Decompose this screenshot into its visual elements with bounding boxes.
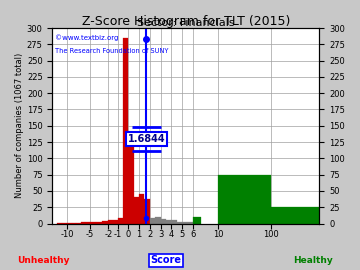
Bar xyxy=(57,223,62,224)
Bar xyxy=(118,218,123,224)
Y-axis label: Number of companies (1067 total): Number of companies (1067 total) xyxy=(15,53,24,198)
Bar xyxy=(139,194,144,224)
Bar xyxy=(72,223,76,224)
Bar xyxy=(176,222,182,224)
Bar xyxy=(96,222,102,224)
Title: Z-Score Histogram for TLT (2015): Z-Score Histogram for TLT (2015) xyxy=(82,15,290,28)
Bar xyxy=(134,197,139,224)
Bar xyxy=(187,222,193,224)
Bar xyxy=(193,217,201,224)
Bar xyxy=(90,222,96,224)
Bar xyxy=(182,222,187,224)
Bar xyxy=(123,38,129,224)
Text: Healthy: Healthy xyxy=(293,256,333,265)
Bar xyxy=(67,223,72,224)
Text: ©www.textbiz.org: ©www.textbiz.org xyxy=(55,34,118,40)
Bar xyxy=(161,219,166,224)
Bar xyxy=(166,220,171,224)
Bar xyxy=(76,223,81,224)
Text: Sector: Financials: Sector: Financials xyxy=(137,18,235,28)
Bar xyxy=(129,145,134,224)
Text: The Research Foundation of SUNY: The Research Foundation of SUNY xyxy=(55,48,168,53)
Bar xyxy=(271,207,319,224)
Bar xyxy=(171,220,176,224)
Bar xyxy=(102,221,108,224)
Bar xyxy=(144,199,150,224)
Text: Unhealthy: Unhealthy xyxy=(17,256,69,265)
Bar xyxy=(218,175,271,224)
Text: 1.6844: 1.6844 xyxy=(128,134,165,144)
Bar xyxy=(85,222,90,224)
Text: Score: Score xyxy=(150,255,181,265)
Bar xyxy=(81,222,85,224)
Bar xyxy=(62,223,67,224)
Bar xyxy=(150,218,155,224)
Bar xyxy=(155,217,161,224)
Bar xyxy=(108,220,118,224)
